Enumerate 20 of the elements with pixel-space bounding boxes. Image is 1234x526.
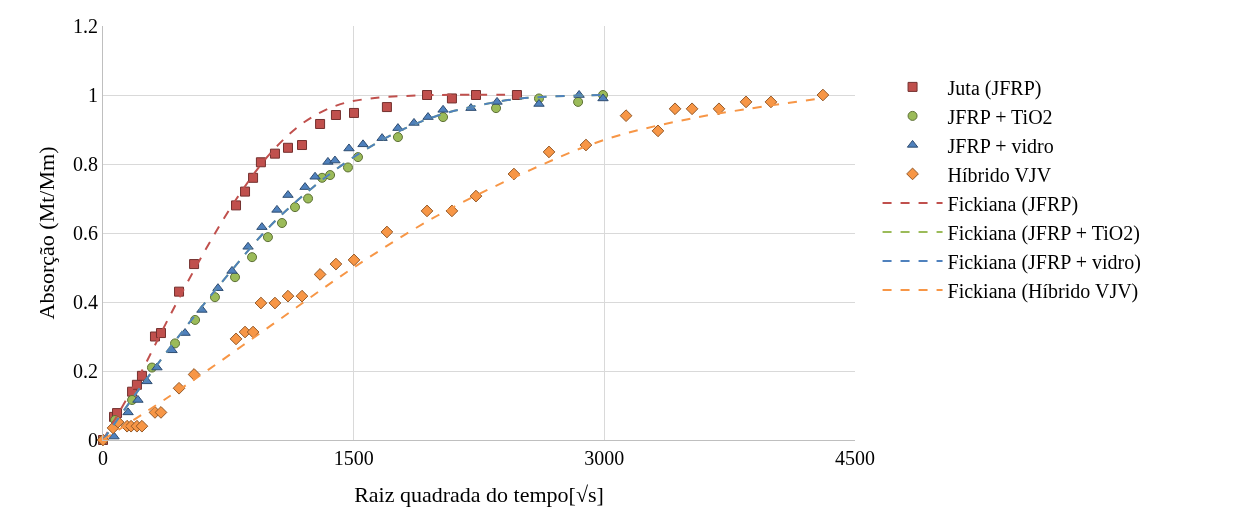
legend-label: Fickiana (Híbrido VJV)	[947, 279, 1139, 303]
legend-label: Fickiana (JFRP)	[947, 192, 1079, 216]
legend-label: JFRP + TiO2	[947, 105, 1053, 128]
x-axis-title: Raiz quadrada do tempo[√s]	[354, 481, 604, 507]
y-tick-label: 0.2	[73, 360, 98, 382]
y-tick-label: 1	[88, 84, 98, 106]
y-tick-label: 0.6	[73, 222, 98, 244]
y-tick-label: 1.2	[73, 15, 98, 37]
legend-label: Híbrido VJV	[947, 163, 1052, 186]
x-tick-label: 1500	[333, 447, 374, 469]
x-tick-label: 4500	[835, 447, 875, 469]
y-tick-label: 0.8	[73, 153, 98, 175]
y-axis-title: Absorção (Mt/Mm)	[33, 146, 59, 320]
legend-label: JFRP + vidro	[947, 134, 1054, 157]
y-tick-label: 0.4	[73, 291, 98, 313]
y-tick-label: 0	[88, 429, 98, 451]
legend-label: Juta (JFRP)	[947, 76, 1042, 100]
x-tick-label: 3000	[584, 447, 625, 469]
legend-label: Fickiana (JFRP + vidro)	[947, 250, 1141, 274]
legend-label: Fickiana (JFRP + TiO2)	[947, 221, 1140, 245]
